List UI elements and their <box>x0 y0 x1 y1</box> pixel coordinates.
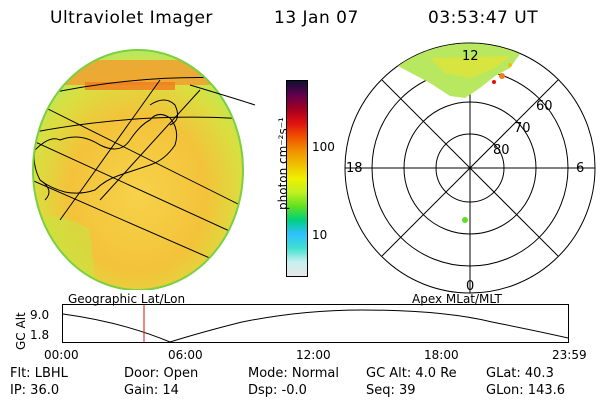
polar-lat-80: 80 <box>493 143 510 158</box>
status-glat: GLat: 40.3 <box>486 366 554 381</box>
altitude-xtick-1: 06:00 <box>168 348 203 362</box>
colorbar-tick-100: 100 <box>312 140 335 154</box>
polar-lat-70: 70 <box>514 121 531 136</box>
observation-date: 13 Jan 07 <box>274 8 359 28</box>
colorbar-gradient <box>287 81 307 276</box>
status-gc-alt: GC Alt: 4.0 Re <box>366 366 457 381</box>
geographic-panel-label: Geographic Lat/Lon <box>68 292 186 306</box>
colorbar-tick-10: 10 <box>312 228 328 242</box>
altitude-xtick-4: 23:59 <box>552 348 587 362</box>
altitude-plot <box>62 304 569 343</box>
geographic-image-panel <box>32 49 256 290</box>
app-title: Ultraviolet Imager <box>50 8 213 28</box>
polar-plot: 12 18 6 0 60 70 80 <box>344 42 596 294</box>
polar-mlt-12: 12 <box>462 49 479 64</box>
polar-lat-60: 60 <box>536 99 553 114</box>
colorbar-unit-label: photon cm⁻²s⁻¹ <box>276 117 290 210</box>
altitude-xtick-3: 18:00 <box>424 348 459 362</box>
polar-mlt-6: 6 <box>576 161 584 176</box>
status-door: Door: Open <box>124 366 199 381</box>
status-seq: Seq: 39 <box>366 383 416 398</box>
polar-panel-label: Apex MLat/MLT <box>412 292 502 306</box>
altitude-xtick-0: 00:00 <box>44 348 79 362</box>
polar-mlt-0: 0 <box>466 279 474 294</box>
status-ip: IP: 36.0 <box>10 383 60 398</box>
colorbar <box>286 80 308 277</box>
altitude-ylabel: GC Alt <box>14 312 28 350</box>
altitude-ytick-high: 9.0 <box>30 308 50 322</box>
status-glon: GLon: 143.6 <box>486 383 566 398</box>
observation-time: 03:53:47 UT <box>428 8 539 28</box>
status-filter: Flt: LBHL <box>10 366 68 381</box>
polar-mlt-18: 18 <box>346 161 363 176</box>
altitude-xtick-2: 12:00 <box>296 348 331 362</box>
status-gain: Gain: 14 <box>124 383 179 398</box>
altitude-ytick-low: 1.8 <box>30 328 50 342</box>
status-dsp: Dsp: -0.0 <box>248 383 307 398</box>
status-mode: Mode: Normal <box>248 366 339 381</box>
